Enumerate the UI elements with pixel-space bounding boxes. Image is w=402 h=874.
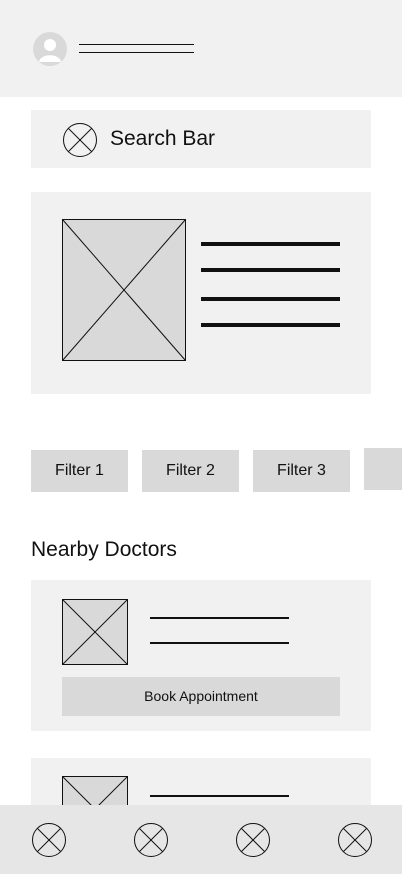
doctor-name-placeholder — [150, 617, 289, 619]
nav-item-4-icon[interactable] — [337, 822, 373, 858]
header-title-placeholder — [79, 44, 194, 45]
filter-chip-4[interactable] — [364, 448, 402, 490]
filter-chip-3[interactable]: Filter 3 — [253, 450, 350, 492]
avatar[interactable] — [33, 32, 67, 66]
filter-chip-2[interactable]: Filter 2 — [142, 450, 239, 492]
filter-chip-1[interactable]: Filter 1 — [31, 450, 128, 492]
banner-text-line — [201, 242, 340, 246]
banner-text-line — [201, 323, 340, 327]
doctor-name-placeholder — [150, 795, 289, 797]
nav-item-2-icon[interactable] — [133, 822, 169, 858]
header-subtitle-placeholder — [79, 52, 194, 53]
section-title: Nearby Doctors — [31, 538, 177, 561]
app-header — [0, 0, 402, 97]
search-bar[interactable] — [31, 110, 371, 168]
search-label: Search Bar — [110, 127, 216, 150]
nav-item-1-icon[interactable] — [31, 822, 67, 858]
banner-text-line — [201, 268, 340, 272]
user-icon — [39, 39, 61, 62]
doctor-photo-placeholder — [62, 599, 128, 665]
book-appointment-button[interactable]: Book Appointment — [62, 677, 340, 716]
doctor-detail-placeholder — [150, 642, 289, 644]
banner-text-line — [201, 297, 340, 301]
bottom-nav — [0, 805, 402, 874]
search-icon — [62, 122, 98, 158]
nav-item-3-icon[interactable] — [235, 822, 271, 858]
banner-image-placeholder — [62, 219, 186, 361]
